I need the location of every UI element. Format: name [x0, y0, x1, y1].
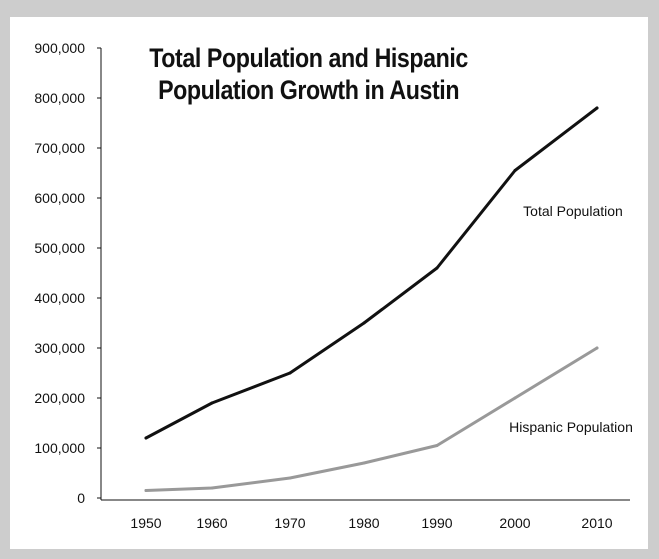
x-tick-label: 1960 [196, 515, 227, 531]
data-point [513, 396, 517, 400]
y-tick-label: 400,000 [34, 290, 85, 306]
series-label-hispanic-population: Hispanic Population [509, 419, 633, 435]
x-tick-label: 1970 [274, 515, 305, 531]
y-tick-label: 900,000 [34, 40, 85, 56]
chart-frame [10, 17, 648, 549]
x-axis: 1950 1960 1970 1980 1990 2000 2010 [101, 499, 630, 531]
data-point [210, 486, 214, 490]
data-point [513, 169, 517, 172]
y-tick-label: 500,000 [34, 240, 85, 256]
series-label-total-population: Total Population [523, 203, 623, 219]
x-tick-label: 1990 [421, 515, 452, 531]
y-tick-label: 200,000 [34, 390, 85, 406]
series-labels: Total Population Hispanic Population [509, 203, 633, 435]
y-tick-label: 800,000 [34, 90, 85, 106]
y-tick-label: 0 [77, 490, 85, 506]
data-point [144, 489, 148, 492]
data-point [595, 346, 599, 350]
data-point [435, 444, 439, 447]
y-tick-label: 100,000 [34, 440, 85, 456]
y-axis: 0 100,000 200,000 300,000 400,000 500,000 600,… [34, 40, 102, 506]
data-point [288, 476, 292, 480]
data-point [362, 321, 366, 325]
data-point [435, 266, 439, 270]
data-point [595, 106, 599, 110]
x-tick-label: 1950 [130, 515, 161, 531]
data-point [362, 461, 366, 465]
series-layer [144, 106, 599, 492]
y-tick-label: 600,000 [34, 190, 85, 206]
y-tick-label: 700,000 [34, 140, 85, 156]
x-tick-label: 2000 [499, 515, 530, 531]
chart-title: Total Population and Hispanic Population… [149, 43, 468, 105]
data-point [210, 401, 214, 405]
data-point [288, 371, 292, 375]
x-tick-label: 2010 [581, 515, 612, 531]
data-point [144, 436, 148, 440]
x-tick-label: 1980 [348, 515, 379, 531]
y-tick-label: 300,000 [34, 340, 85, 356]
